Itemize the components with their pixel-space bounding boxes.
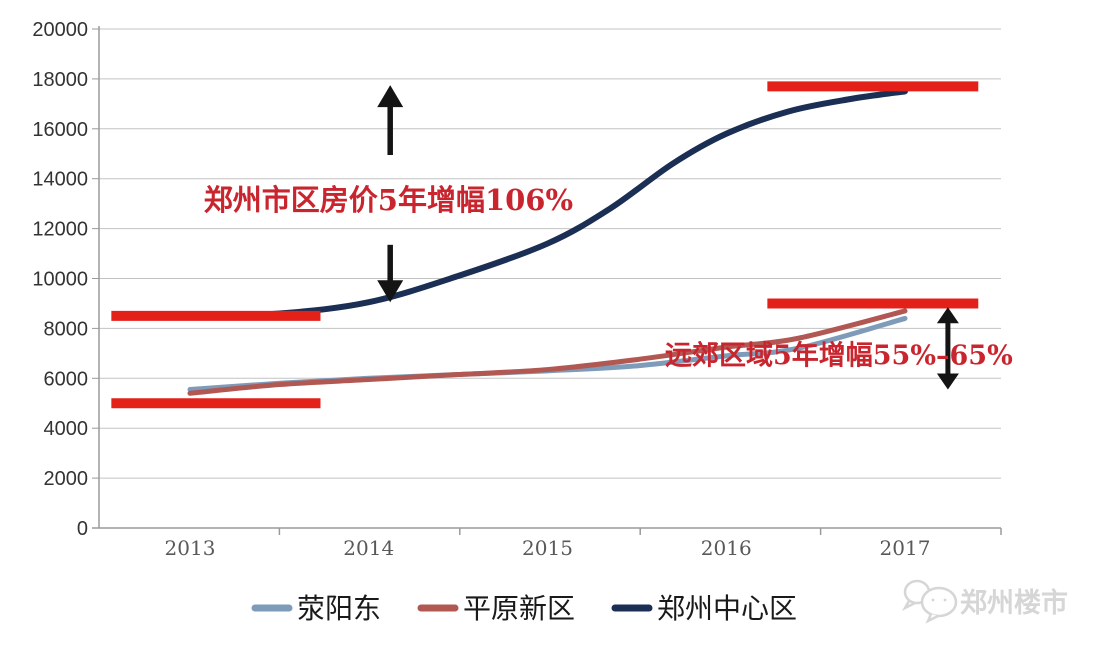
legend-item-zhengzhou-central: 郑州中心区 (611, 592, 797, 625)
gridlines (92, 28, 1001, 529)
arrow-urban-growth-arrow-down (377, 244, 404, 303)
x-tick-label: 2015 (522, 536, 573, 560)
chat-bubbles-icon (901, 579, 958, 624)
legend-item-pingyuan-new-district: 平原新区 (417, 592, 575, 625)
legend-label-xingyang-east: 荥阳东 (297, 592, 381, 625)
axes (92, 26, 1002, 535)
x-tick-label: 2013 (165, 536, 216, 560)
series-line-zhengzhou-central (187, 88, 908, 319)
y-tick-label: 20000 (32, 19, 88, 41)
y-axis-labels: 0 2000 4000 6000 8000 10000 12000 14000 16000 180… (32, 19, 88, 540)
y-tick-label: 8000 (44, 318, 89, 340)
arrow-suburb-range-arrow (936, 307, 959, 390)
y-tick-label: 18000 (32, 69, 88, 91)
watermark-text: 郑州楼市 (960, 587, 1068, 619)
y-tick-label: 2000 (44, 468, 89, 490)
y-tick-label: 10000 (32, 269, 88, 291)
highlight-bars (111, 81, 979, 409)
annotation-urban-growth: 郑州市区房价5年增幅106% (204, 183, 573, 217)
series-lines (187, 88, 908, 396)
annotations: 郑州市区房价5年增幅106% 远郊区域5年增幅55%–65% (204, 183, 1013, 372)
legend: 荥阳东 平原新区 郑州中心区 (251, 592, 797, 625)
y-tick-label: 6000 (44, 368, 89, 390)
legend-item-xingyang-east: 荥阳东 (251, 592, 381, 625)
y-tick-label: 4000 (44, 418, 89, 440)
y-tick-label: 14000 (32, 169, 88, 191)
arrows (377, 85, 959, 390)
x-axis-labels: 2013 2014 2015 2016 2017 (165, 536, 931, 560)
legend-label-pingyuan-new-district: 平原新区 (463, 592, 575, 625)
x-tick-label: 2016 (701, 536, 752, 560)
y-tick-label: 16000 (32, 119, 88, 141)
x-tick-label: 2014 (343, 536, 394, 560)
y-tick-label: 12000 (32, 219, 88, 241)
x-tick-label: 2017 (880, 536, 931, 560)
legend-label-zhengzhou-central: 郑州中心区 (657, 592, 797, 625)
arrow-urban-growth-arrow-up (377, 85, 404, 155)
series-line-pingyuan-new-district (187, 308, 908, 396)
annotation-suburb-growth: 远郊区域5年增幅55%–65% (665, 340, 1013, 372)
y-tick-label: 0 (77, 518, 88, 540)
watermark: 郑州楼市 (901, 579, 1068, 624)
